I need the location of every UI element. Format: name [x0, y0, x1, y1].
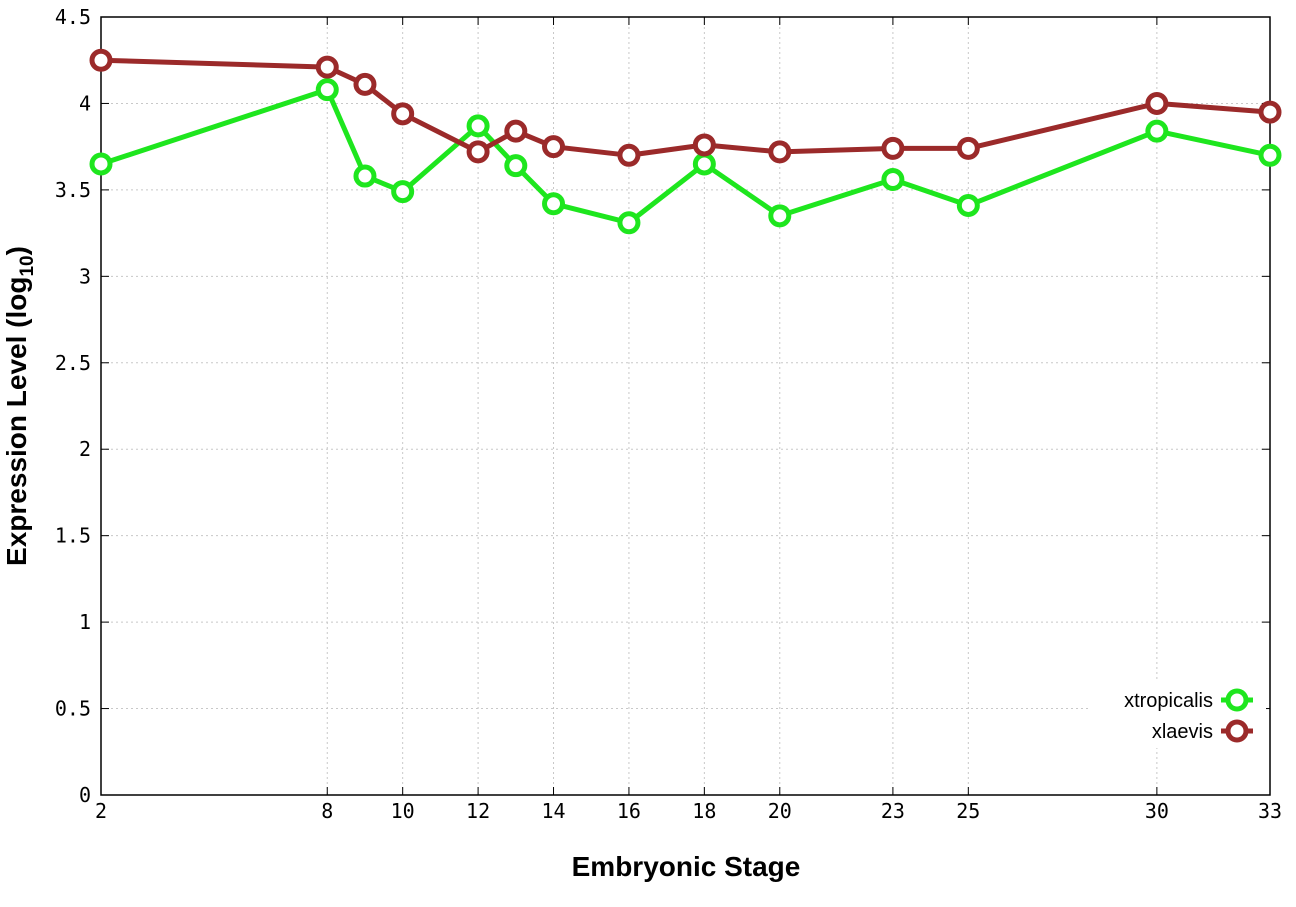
y-tick-label: 0.5	[55, 697, 91, 721]
data-point-xtropicalis	[617, 211, 641, 235]
data-point-xlaevis	[617, 143, 641, 167]
legend-label-xtropicalis: xtropicalis	[1124, 690, 1213, 712]
data-point-xtropicalis	[768, 204, 792, 228]
y-tick-label: 0	[79, 783, 91, 807]
y-tick-label: 4.5	[55, 5, 91, 29]
data-point-xtropicalis	[391, 180, 415, 204]
data-point-xlaevis	[542, 135, 566, 159]
data-point-xlaevis	[881, 136, 905, 160]
x-tick-label: 2	[95, 799, 107, 823]
x-tick-label: 25	[956, 799, 980, 823]
data-point-xtropicalis	[1258, 143, 1282, 167]
y-axis-title: Expression Level (log10)	[1, 246, 38, 566]
x-tick-label: 18	[692, 799, 716, 823]
x-axis-title: Embryonic Stage	[572, 851, 801, 882]
data-point-xlaevis	[466, 140, 490, 164]
y-tick-label: 4	[79, 91, 91, 115]
x-tick-label: 14	[541, 799, 565, 823]
x-tick-label: 12	[466, 799, 490, 823]
x-tick-label: 8	[321, 799, 333, 823]
data-point-xlaevis	[692, 133, 716, 157]
data-point-xlaevis	[89, 48, 113, 72]
data-point-xlaevis	[768, 140, 792, 164]
y-tick-label: 2	[79, 437, 91, 461]
axis-ticks	[100, 16, 1271, 796]
data-point-xtropicalis	[881, 168, 905, 192]
x-tick-labels: 2 8 10 12 14 16 18 20 23 25 30 33	[95, 799, 1282, 823]
x-tick-label: 10	[391, 799, 415, 823]
data-point-xlaevis	[504, 119, 528, 143]
data-point-xtropicalis	[353, 164, 377, 188]
y-tick-label: 3	[79, 264, 91, 288]
y-tick-label: 3.5	[55, 178, 91, 202]
x-tick-label: 23	[881, 799, 905, 823]
grid-lines	[101, 17, 1270, 795]
x-tick-label: 16	[617, 799, 641, 823]
y-axis-title-main: Expression Level (log	[1, 277, 32, 566]
data-point-xtropicalis	[1145, 119, 1169, 143]
data-point-xtropicalis	[692, 152, 716, 176]
data-point-xlaevis	[1145, 91, 1169, 115]
data-point-xlaevis	[353, 72, 377, 96]
plot-area-border	[100, 16, 1271, 796]
y-axis-title-subscript: 10	[17, 255, 38, 276]
data-point-xlaevis	[956, 136, 980, 160]
data-point-xtropicalis	[89, 152, 113, 176]
data-point-xlaevis	[1258, 100, 1282, 124]
data-point-xlaevis	[315, 55, 339, 79]
data-point-xtropicalis	[956, 193, 980, 217]
data-point-xtropicalis	[315, 78, 339, 102]
legend-point-xlaevis	[1225, 719, 1249, 743]
data-point-xtropicalis	[504, 154, 528, 178]
series-lines	[89, 48, 1282, 235]
y-axis-title-close: )	[1, 246, 32, 255]
data-point-xtropicalis	[542, 192, 566, 216]
series-line-xtropicalis	[100, 87, 1271, 226]
x-tick-label: 33	[1258, 799, 1282, 823]
data-point-xtropicalis	[466, 114, 490, 138]
legend-marker-xtropicalis	[1221, 688, 1253, 712]
data-point-xlaevis	[391, 102, 415, 126]
legend-marker-xlaevis	[1221, 719, 1253, 743]
y-tick-label: 1	[79, 610, 91, 634]
y-tick-label: 2.5	[55, 351, 91, 375]
legend-point-xtropicalis	[1225, 688, 1249, 712]
x-tick-label: 20	[768, 799, 792, 823]
legend-label-xlaevis: xlaevis	[1152, 721, 1213, 743]
x-tick-label: 30	[1145, 799, 1169, 823]
y-tick-labels: 0 0.5 1 1.5 2 2.5 3 3.5 4 4.5	[55, 5, 91, 807]
legend: xtropicalis xlaevis	[1090, 682, 1266, 748]
y-tick-label: 1.5	[55, 524, 91, 548]
